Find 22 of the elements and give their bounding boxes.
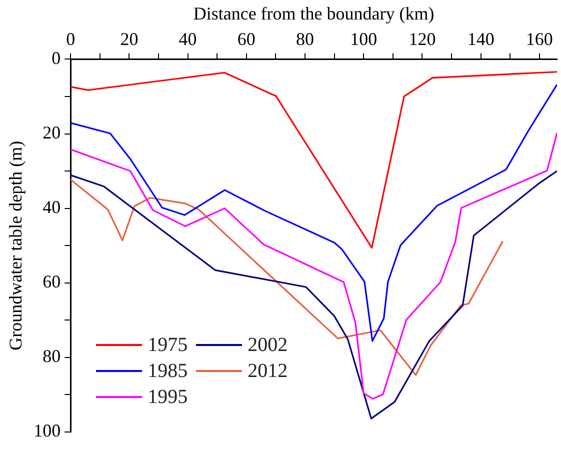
x-tick-label: 40	[178, 29, 197, 50]
x-axis-title: Distance from the boundary (km)	[193, 4, 434, 24]
legend-label: 1985	[148, 360, 188, 382]
legend-label: 1975	[148, 334, 188, 356]
y-tick-label: 0	[52, 48, 61, 68]
y-tick-label: 80	[42, 346, 61, 366]
legend-label: 2002	[248, 334, 288, 356]
y-tick-label: 100	[34, 420, 61, 441]
x-tick-label: 80	[296, 29, 314, 50]
y-tick-label: 20	[42, 122, 61, 142]
x-tick-label: 20	[120, 29, 138, 50]
x-tick-label: 140	[467, 29, 494, 50]
x-tick-label: 160	[526, 29, 553, 50]
y-tick-label: 60	[42, 272, 61, 292]
x-tick-label: 120	[408, 29, 436, 50]
legend-label: 2012	[248, 360, 288, 382]
y-axis-title: Groundwater table depth (m)	[6, 140, 26, 350]
x-tick-label: 0	[66, 29, 76, 50]
legend-label: 1995	[148, 386, 188, 408]
y-tick-label: 40	[42, 197, 61, 218]
x-tick-label: 60	[237, 29, 256, 50]
x-tick-label: 100	[350, 29, 378, 50]
